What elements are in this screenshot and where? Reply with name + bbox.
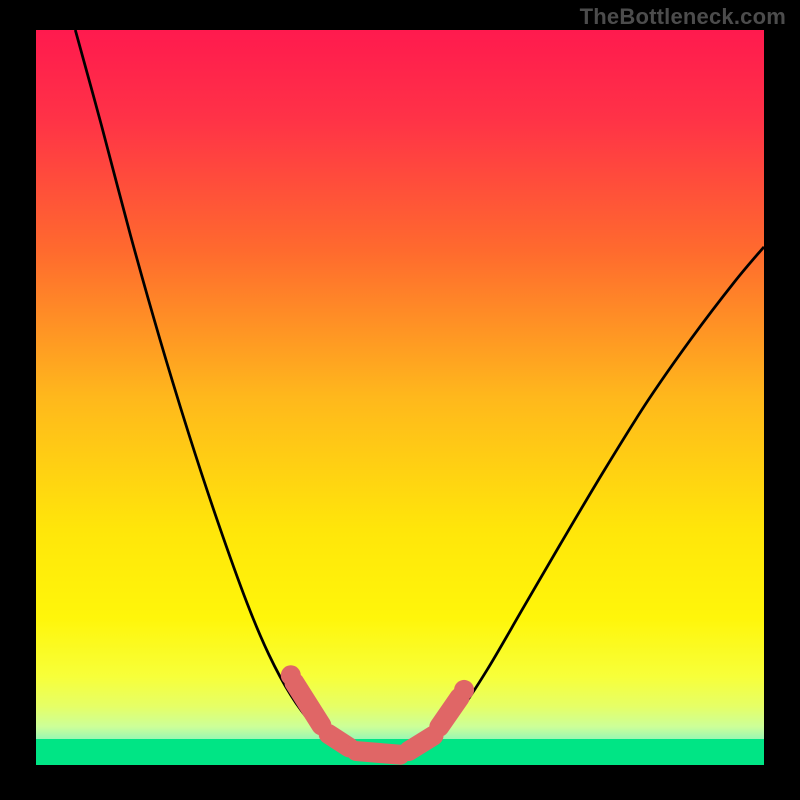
highlight-segment bbox=[439, 697, 459, 726]
highlight-group bbox=[281, 665, 474, 754]
chart-svg bbox=[36, 30, 764, 765]
plot-area bbox=[36, 30, 764, 765]
highlight-segment bbox=[356, 751, 400, 755]
watermark-text: TheBottleneck.com bbox=[580, 4, 786, 30]
highlight-segment bbox=[329, 734, 349, 747]
highlight-segment bbox=[294, 683, 321, 726]
highlight-dot bbox=[454, 680, 474, 700]
bottleneck-curve bbox=[75, 30, 764, 757]
highlight-dot bbox=[281, 665, 301, 685]
highlight-segment bbox=[409, 736, 434, 751]
